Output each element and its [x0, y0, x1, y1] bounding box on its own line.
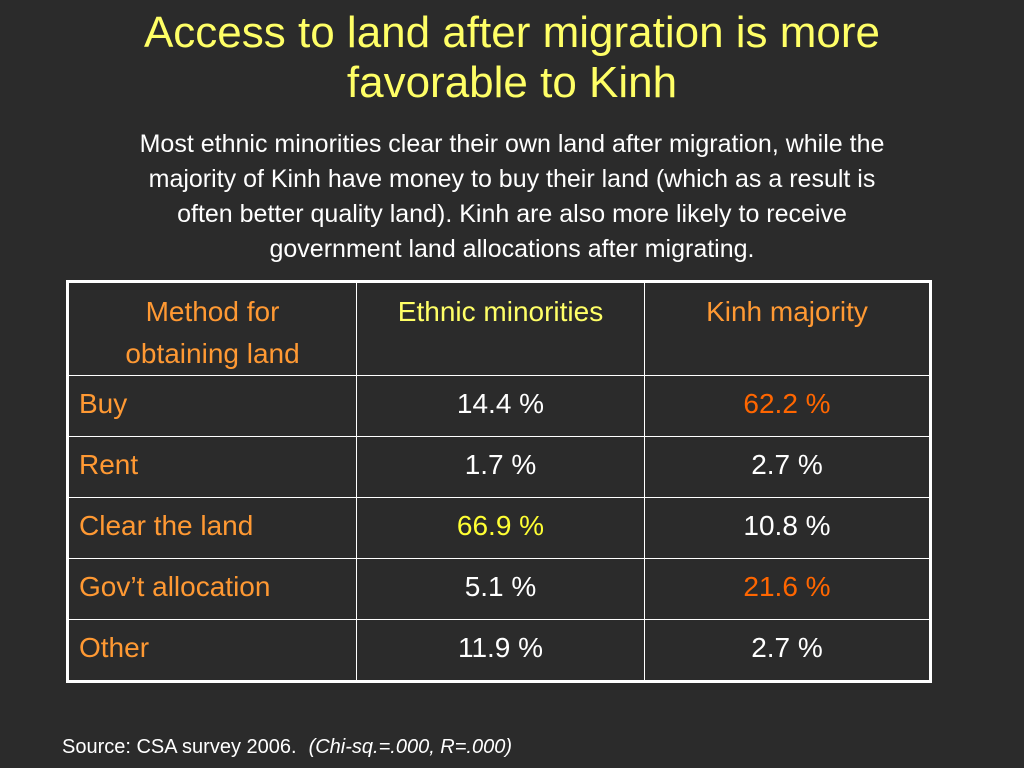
row-method-gov-allocation: Gov’t allocation: [67, 558, 357, 620]
row-buy-kinh: 62.2 %: [644, 375, 931, 437]
row-method-rent: Rent: [67, 436, 357, 498]
row-rent-ethnic: 1.7 %: [356, 436, 645, 498]
header-ethnic-minorities: Ethnic minorities: [356, 281, 645, 376]
header-method: Method for obtaining land: [67, 281, 357, 376]
subtitle-line-4: government land allocations after migrat…: [269, 235, 755, 263]
source-note: Source: CSA survey 2006. (Chi-sq.=.000, R…: [62, 733, 512, 761]
slide-title-line-2: favorable to Kinh: [346, 58, 678, 107]
row-method-other: Other: [67, 619, 357, 682]
row-other-kinh: 2.7 %: [644, 619, 931, 682]
slide-title: Access to land after migration is more f…: [0, 8, 1024, 108]
row-buy-ethnic: 14.4 %: [356, 375, 645, 437]
subtitle-line-2: majority of Kinh have money to buy their…: [148, 165, 876, 193]
table-row: Rent 1.7 % 2.7 %: [67, 436, 931, 498]
row-method-clear-land: Clear the land: [67, 497, 357, 559]
slide-title-line-1: Access to land after migration is more: [143, 8, 881, 57]
row-gov-kinh: 21.6 %: [644, 558, 931, 620]
slide-subtitle: Most ethnic minorities clear their own l…: [40, 127, 984, 267]
table-row: Gov’t allocation 5.1 % 21.6 %: [67, 558, 931, 620]
source-stats: (Chi-sq.=.000, R=.000): [308, 736, 513, 758]
header-kinh-majority: Kinh majority: [644, 281, 931, 376]
subtitle-line-3: often better quality land). Kinh are als…: [177, 200, 847, 228]
row-rent-kinh: 2.7 %: [644, 436, 931, 498]
table-row: Clear the land 66.9 % 10.8 %: [67, 497, 931, 559]
row-clear-ethnic: 66.9 %: [356, 497, 645, 559]
row-other-ethnic: 11.9 %: [356, 619, 645, 682]
row-clear-kinh: 10.8 %: [644, 497, 931, 559]
table-row: Buy 14.4 % 62.2 %: [67, 375, 931, 437]
header-method-line-1: Method for: [145, 296, 280, 327]
land-access-table: Method for obtaining land Ethnic minorit…: [66, 280, 932, 683]
subtitle-line-1: Most ethnic minorities clear their own l…: [139, 130, 885, 158]
table-row: Other 11.9 % 2.7 %: [67, 619, 931, 682]
row-gov-ethnic: 5.1 %: [356, 558, 645, 620]
row-method-buy: Buy: [67, 375, 357, 437]
source-text: Source: CSA survey 2006.: [62, 736, 297, 758]
table-header-row: Method for obtaining land Ethnic minorit…: [67, 281, 931, 376]
header-method-line-2: obtaining land: [125, 338, 300, 369]
